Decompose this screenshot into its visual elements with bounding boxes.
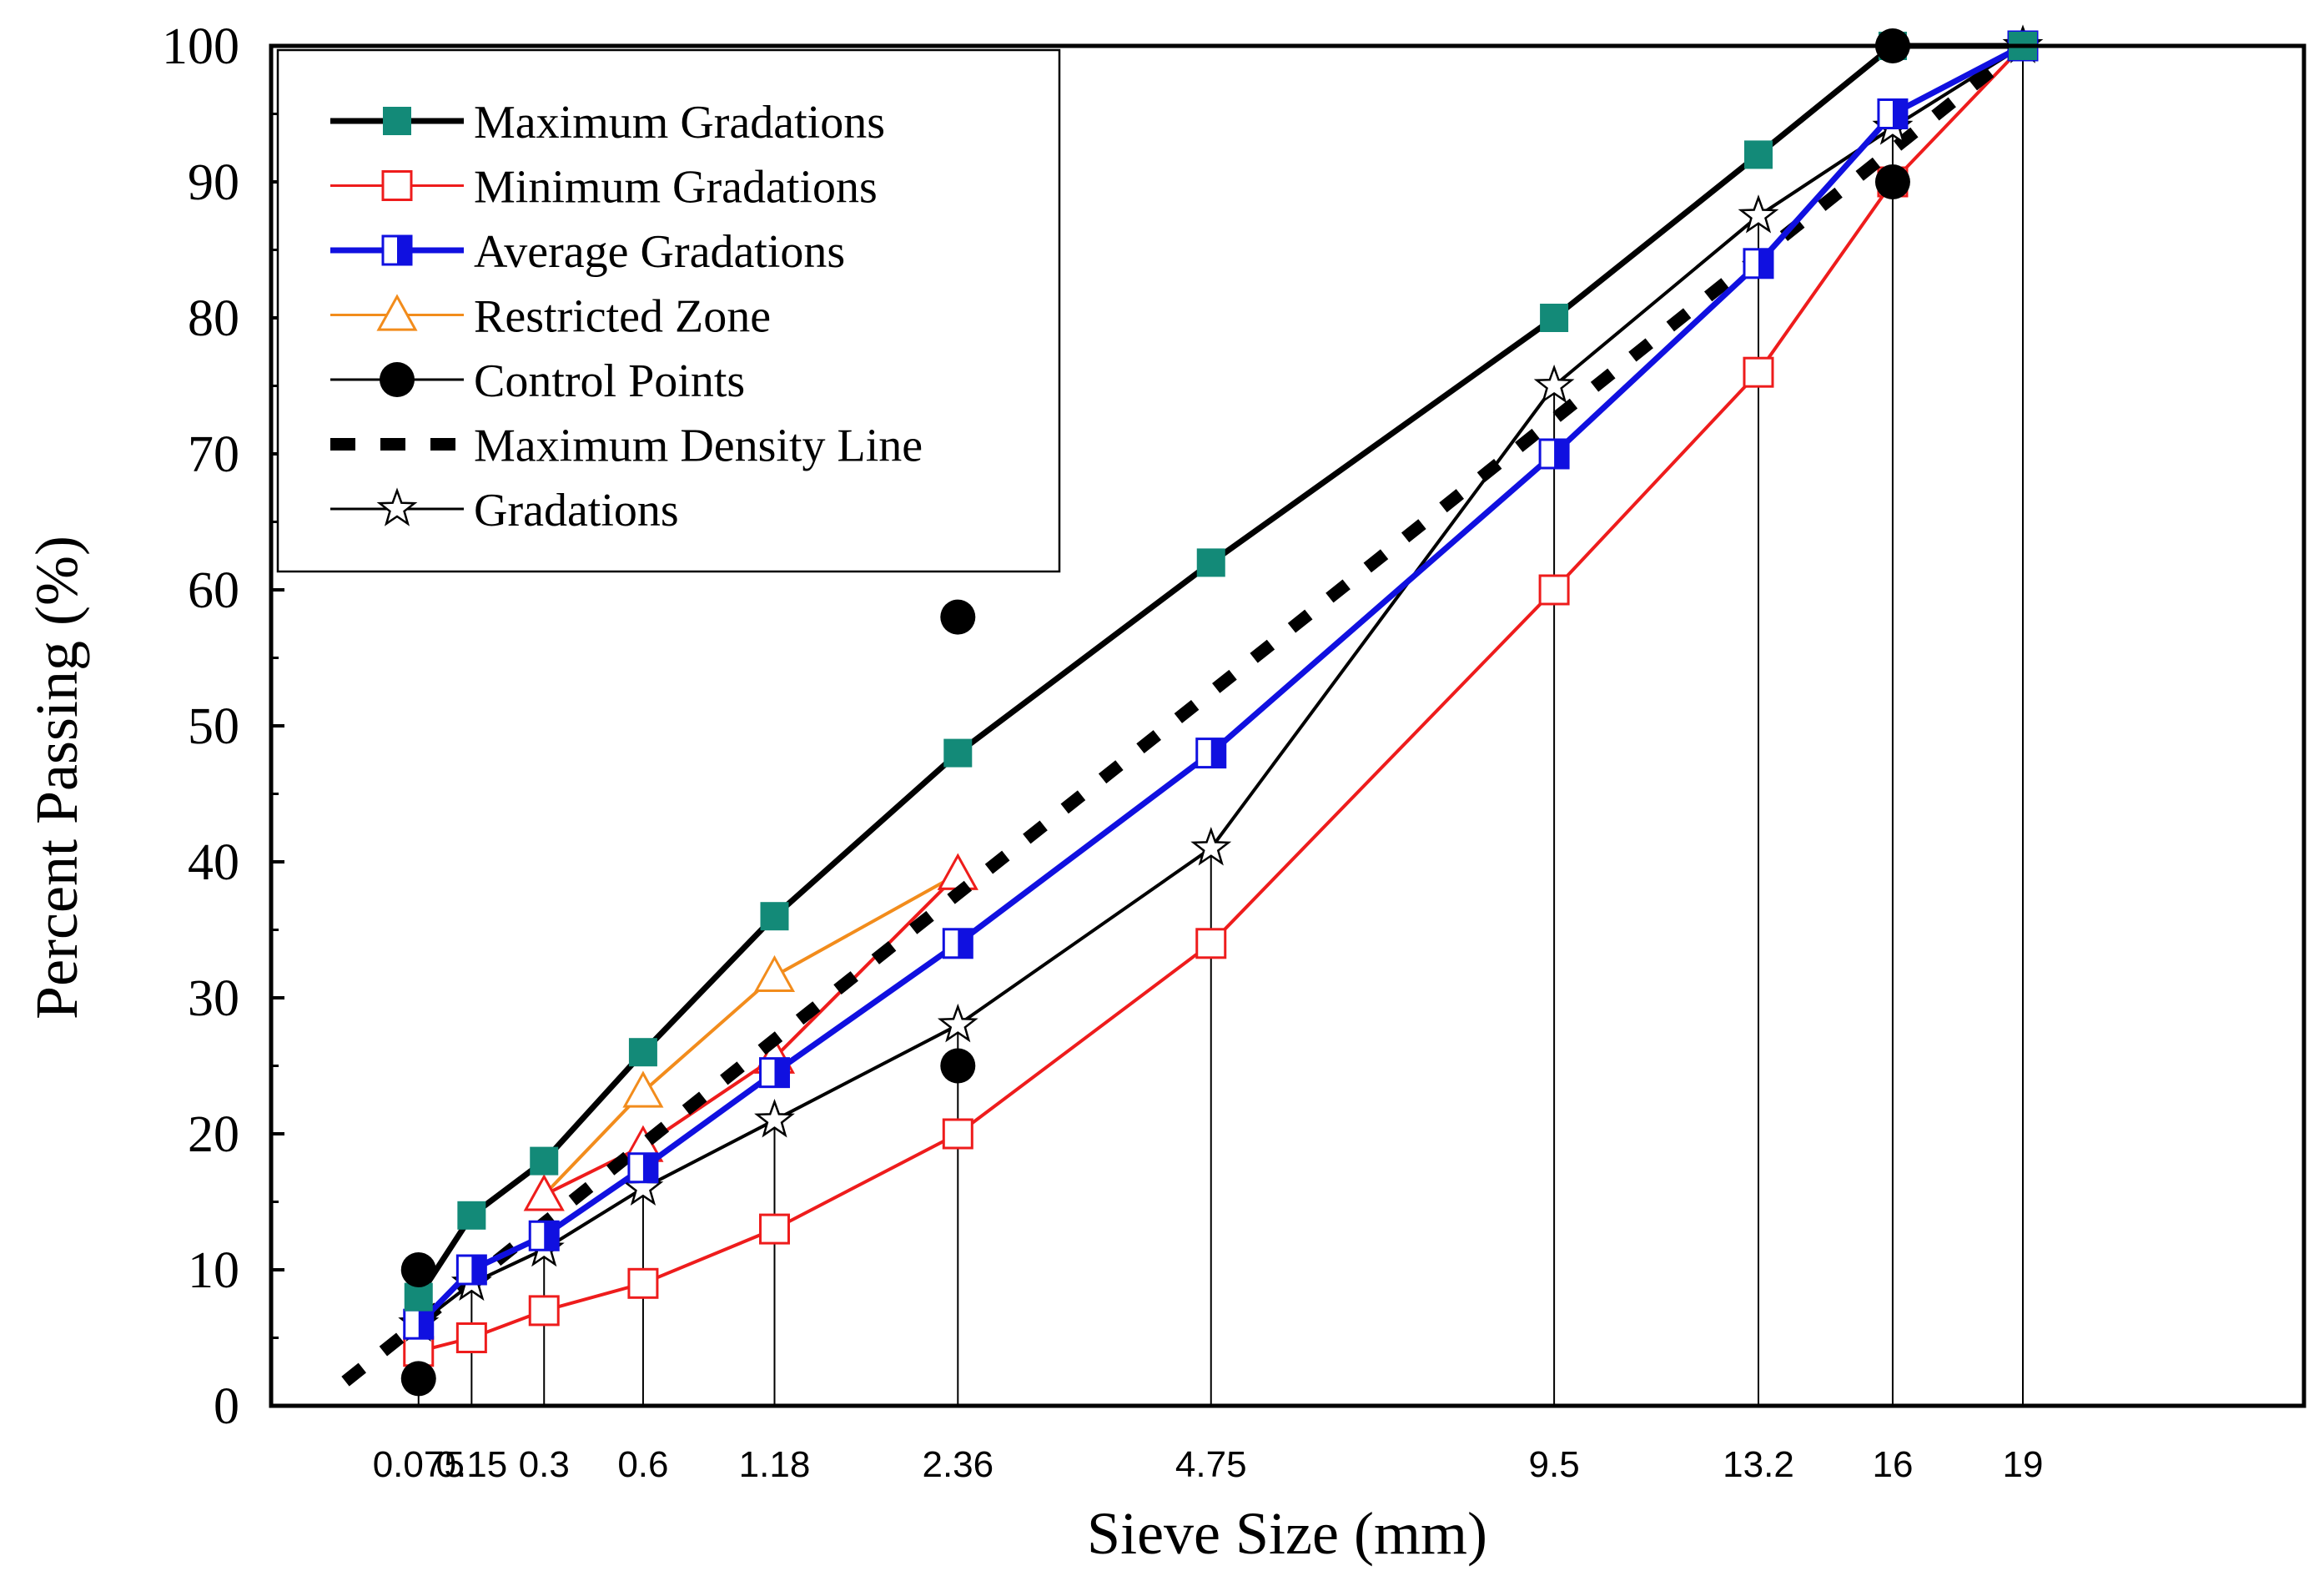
series-restricted-zone xyxy=(526,856,976,1210)
filled-square-marker xyxy=(760,902,788,930)
open-triangle-marker xyxy=(756,958,792,991)
x-tick-label: 13.2 xyxy=(1723,1444,1794,1485)
half-filled-square-marker xyxy=(629,1154,657,1182)
filled-circle-marker xyxy=(940,1049,975,1084)
legend-label: Gradations xyxy=(474,485,679,536)
y-tick-label: 30 xyxy=(188,970,239,1027)
legend-label: Control Points xyxy=(474,355,745,407)
x-tick-label: 9.5 xyxy=(1529,1444,1580,1485)
x-tick-label: 0.15 xyxy=(436,1444,508,1485)
x-tick-label: 16 xyxy=(1872,1444,1913,1485)
open-square-marker xyxy=(1540,576,1568,604)
legend-label: Maximum Density Line xyxy=(474,420,923,472)
restricted-zone-lower-line xyxy=(544,874,958,1196)
y-tick-label: 10 xyxy=(188,1242,239,1299)
legend-label: Restricted Zone xyxy=(474,291,771,343)
filled-circle-marker xyxy=(940,600,975,635)
filled-square-marker xyxy=(1744,140,1773,169)
half-filled-square-marker xyxy=(760,1059,788,1087)
open-square-marker xyxy=(1197,929,1225,958)
open-triangle-marker xyxy=(939,856,976,889)
y-tick-label: 80 xyxy=(188,290,239,347)
x-tick-label: 4.75 xyxy=(1175,1444,1247,1485)
open-square-marker xyxy=(1744,358,1773,386)
x-axis-label: Sieve Size (mm) xyxy=(1087,1500,1487,1567)
filled-circle-marker xyxy=(401,1252,436,1287)
open-square-marker xyxy=(530,1297,558,1325)
half-filled-square-marker xyxy=(1744,249,1773,278)
y-tick-label: 40 xyxy=(188,834,239,891)
half-filled-square-marker xyxy=(1197,739,1225,768)
half-filled-square-marker xyxy=(1879,100,1907,128)
filled-circle-marker xyxy=(1875,164,1910,199)
filled-circle-marker xyxy=(380,362,415,397)
legend-label: Maximum Gradations xyxy=(474,97,885,149)
half-filled-square-marker xyxy=(1540,440,1568,468)
open-square-marker xyxy=(943,1120,972,1148)
filled-square-marker xyxy=(943,739,972,768)
filled-square-marker xyxy=(530,1147,558,1176)
y-tick-label: 20 xyxy=(188,1106,239,1163)
open-square-marker xyxy=(457,1324,485,1352)
filled-square-marker xyxy=(383,107,411,135)
legend-label: Average Gradations xyxy=(474,226,845,278)
sieve-gradation-chart: 01020304050607080901000.0750.15 0.3 0.6 1.1… xyxy=(0,0,2324,1581)
y-tick-label: 90 xyxy=(188,154,239,211)
x-tick-label: 0.6 xyxy=(617,1444,668,1485)
open-square-marker xyxy=(383,172,411,200)
y-tick-label: 60 xyxy=(188,562,239,619)
filled-circle-marker xyxy=(401,1361,436,1396)
x-tick-label: 0.3 xyxy=(519,1444,570,1485)
half-filled-square-marker xyxy=(457,1256,485,1284)
y-tick-label: 0 xyxy=(214,1378,239,1435)
half-filled-square-marker xyxy=(530,1221,558,1250)
filled-square-marker xyxy=(629,1038,657,1066)
legend: Maximum Gradations Minimum Gradations Aver… xyxy=(278,50,1059,571)
y-axis-label: Percent Passing (%) xyxy=(23,536,90,1020)
y-tick-label: 50 xyxy=(188,698,239,755)
x-tick-label: 1.18 xyxy=(739,1444,811,1485)
filled-square-marker xyxy=(1197,548,1225,577)
legend-label: Minimum Gradations xyxy=(474,162,878,214)
x-tick-label: 2.36 xyxy=(922,1444,993,1485)
half-filled-square-marker xyxy=(383,236,411,264)
y-tick-label: 100 xyxy=(162,18,239,75)
open-square-marker xyxy=(760,1215,788,1243)
half-filled-square-marker xyxy=(405,1310,433,1338)
x-tick-label: 19 xyxy=(2003,1444,2044,1485)
half-filled-square-marker xyxy=(943,929,972,958)
filled-square-marker xyxy=(1540,304,1568,332)
filled-square-marker xyxy=(457,1201,485,1230)
y-tick-label: 70 xyxy=(188,426,239,483)
restricted-zone-upper-line xyxy=(544,874,958,1196)
open-square-marker xyxy=(629,1269,657,1297)
